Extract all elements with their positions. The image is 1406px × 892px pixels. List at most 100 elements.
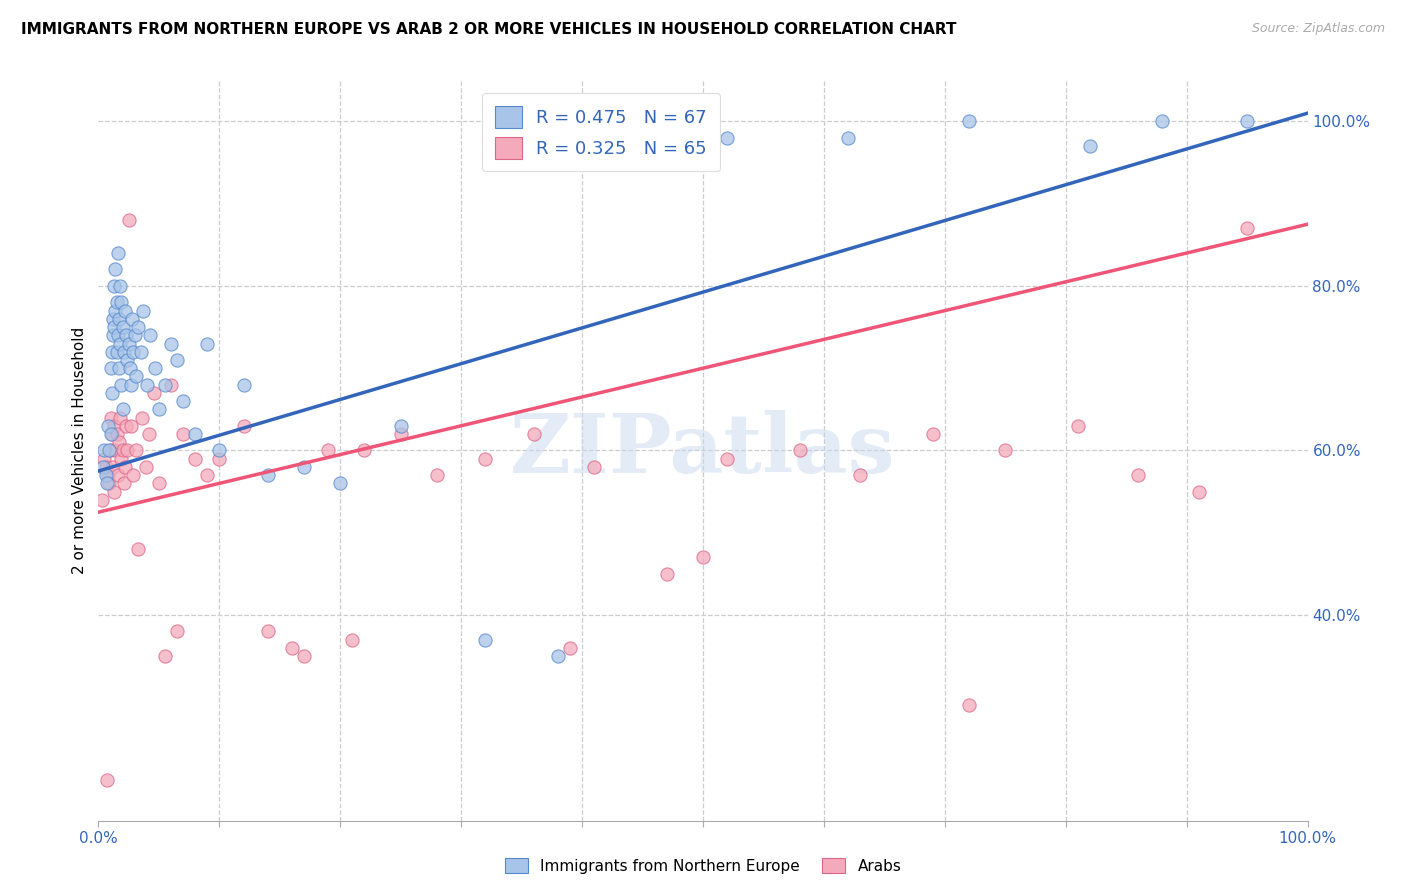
Point: [184, 451, 207, 466]
Point: [716, 451, 738, 466]
Point: [108, 279, 131, 293]
Point: [172, 394, 194, 409]
Point: [132, 303, 155, 318]
Point: [105, 427, 128, 442]
Point: [166, 624, 188, 639]
Point: [195, 468, 218, 483]
Point: [127, 542, 149, 557]
Point: [98, 476, 121, 491]
Point: [1188, 484, 1211, 499]
Point: [112, 344, 135, 359]
Point: [111, 402, 134, 417]
Point: [232, 418, 254, 433]
Text: IMMIGRANTS FROM NORTHERN EUROPE VS ARAB 2 OR MORE VEHICLES IN HOUSEHOLD CORRELAT: IMMIGRANTS FROM NORTHERN EUROPE VS ARAB …: [21, 22, 956, 37]
Point: [110, 451, 132, 466]
Point: [97, 468, 120, 483]
Point: [353, 443, 375, 458]
Point: [148, 476, 170, 491]
Legend: Immigrants from Northern Europe, Arabs: Immigrants from Northern Europe, Arabs: [499, 852, 907, 880]
Point: [107, 328, 129, 343]
Point: [547, 649, 569, 664]
Point: [208, 451, 231, 466]
Y-axis label: 2 or more Vehicles in Household: 2 or more Vehicles in Household: [72, 326, 87, 574]
Point: [96, 772, 118, 787]
Point: [108, 311, 131, 326]
Point: [138, 427, 160, 442]
Point: [195, 336, 218, 351]
Point: [1067, 418, 1090, 433]
Point: [1152, 114, 1174, 128]
Point: [120, 418, 142, 433]
Point: [115, 328, 138, 343]
Point: [100, 361, 122, 376]
Point: [292, 649, 315, 664]
Point: [837, 131, 859, 145]
Point: [93, 451, 115, 466]
Point: [105, 344, 128, 359]
Point: [110, 295, 132, 310]
Point: [153, 649, 176, 664]
Point: [103, 320, 125, 334]
Point: [1236, 221, 1258, 235]
Point: [131, 410, 153, 425]
Point: [256, 468, 278, 483]
Point: [112, 476, 135, 491]
Point: [111, 443, 134, 458]
Point: [124, 328, 146, 343]
Point: [103, 484, 125, 499]
Point: [110, 377, 132, 392]
Point: [342, 632, 364, 647]
Point: [1236, 114, 1258, 128]
Point: [108, 336, 131, 351]
Point: [100, 443, 122, 458]
Point: [474, 632, 496, 647]
Point: [101, 328, 124, 343]
Point: [101, 311, 124, 326]
Point: [292, 459, 315, 474]
Point: [108, 410, 131, 425]
Legend: R = 0.475   N = 67, R = 0.325   N = 65: R = 0.475 N = 67, R = 0.325 N = 65: [482, 93, 720, 171]
Point: [716, 131, 738, 145]
Point: [114, 459, 136, 474]
Point: [107, 246, 129, 260]
Point: [93, 443, 115, 458]
Point: [389, 418, 412, 433]
Point: [114, 303, 136, 318]
Point: [692, 550, 714, 565]
Point: [98, 443, 121, 458]
Point: [426, 468, 449, 483]
Point: [184, 427, 207, 442]
Point: [96, 476, 118, 491]
Point: [127, 320, 149, 334]
Point: [94, 459, 117, 474]
Point: [122, 468, 145, 483]
Point: [166, 353, 188, 368]
Point: [957, 698, 980, 713]
Point: [316, 443, 339, 458]
Point: [1078, 139, 1101, 153]
Point: [160, 336, 183, 351]
Point: [100, 410, 122, 425]
Point: [91, 459, 114, 474]
Point: [129, 344, 152, 359]
Text: ZIPatlas: ZIPatlas: [510, 410, 896, 491]
Point: [583, 459, 606, 474]
Point: [281, 640, 304, 655]
Point: [125, 369, 148, 384]
Point: [97, 418, 120, 433]
Point: [232, 377, 254, 392]
Point: [994, 443, 1017, 458]
Point: [789, 443, 811, 458]
Point: [117, 443, 139, 458]
Point: [108, 435, 131, 450]
Point: [117, 353, 139, 368]
Point: [111, 320, 134, 334]
Point: [118, 361, 141, 376]
Point: [1128, 468, 1150, 483]
Point: [389, 427, 412, 442]
Point: [104, 443, 127, 458]
Point: [474, 451, 496, 466]
Point: [100, 344, 122, 359]
Point: [135, 459, 157, 474]
Point: [104, 262, 127, 277]
